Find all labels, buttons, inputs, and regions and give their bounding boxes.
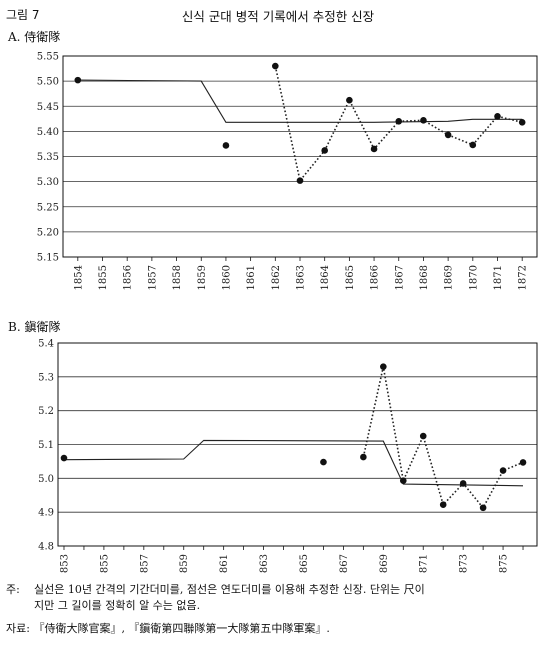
data-point bbox=[494, 113, 501, 120]
x-tick-label: 1859 bbox=[197, 265, 208, 290]
x-tick-label: 1870 bbox=[468, 265, 479, 290]
y-tick-label: 5.55 bbox=[37, 52, 59, 63]
data-point bbox=[272, 62, 279, 70]
y-tick-label: 5.1 bbox=[38, 440, 54, 451]
x-tick-label: 1871 bbox=[493, 265, 504, 290]
x-tick-label: 1873 bbox=[459, 554, 470, 574]
x-tick-label: 1863 bbox=[296, 265, 307, 290]
source-note: 자료: 『侍衛大隊官案』, 『鎭衛第四聯隊第一大隊第五中隊軍案』. bbox=[6, 622, 330, 635]
x-tick-label: 1875 bbox=[499, 554, 510, 574]
x-tick-label: 1856 bbox=[123, 265, 134, 290]
x-tick-label: 1864 bbox=[320, 265, 331, 290]
y-tick-label: 5.4 bbox=[38, 339, 54, 350]
data-point bbox=[399, 477, 407, 485]
panel-b-title: B. 鎭衛隊 bbox=[8, 320, 61, 334]
y-tick-label: 5.50 bbox=[37, 77, 59, 88]
data-point bbox=[420, 117, 427, 124]
data-point bbox=[321, 147, 328, 154]
data-point bbox=[469, 141, 477, 149]
footnote-line-1: 실선은 10년 간격의 기간더미를, 점선은 연도더미를 이용해 추정한 신장.… bbox=[34, 583, 425, 596]
data-point bbox=[380, 363, 387, 370]
y-tick-label: 5.35 bbox=[37, 152, 59, 163]
y-tick-label: 5.40 bbox=[37, 127, 59, 138]
x-tick-label: 1866 bbox=[370, 265, 381, 290]
x-tick-label: 1869 bbox=[444, 265, 455, 290]
chart-a: 5.15 5.20 5.25 5.30 5.35 5.40 5.45 5.50 5.55 1854… bbox=[37, 52, 538, 290]
data-point bbox=[360, 453, 367, 461]
x-tick-label: 1861 bbox=[219, 554, 230, 574]
data-point bbox=[439, 501, 447, 509]
x-tick-label: 1868 bbox=[419, 265, 430, 290]
x-tick-label: 1867 bbox=[339, 554, 350, 574]
data-point bbox=[296, 177, 304, 184]
x-tick-label: 1858 bbox=[172, 265, 183, 290]
x-tick-label: 1865 bbox=[345, 265, 356, 290]
data-point bbox=[419, 432, 427, 440]
solid-series-line bbox=[77, 79, 523, 123]
data-point bbox=[519, 459, 527, 466]
y-tick-label: 4.8 bbox=[38, 542, 54, 553]
x-tick-label: 1869 bbox=[379, 554, 390, 574]
figure-label: 그림 7 bbox=[6, 8, 40, 22]
x-tick-label: 1863 bbox=[259, 554, 270, 574]
x-tick-label: 1855 bbox=[98, 265, 109, 290]
data-point bbox=[499, 467, 507, 474]
data-point bbox=[479, 504, 487, 512]
y-tick-label: 5.0 bbox=[38, 474, 54, 485]
data-point bbox=[459, 480, 467, 487]
x-tick-label: 1865 bbox=[299, 554, 310, 574]
x-tick-label: 1860 bbox=[221, 265, 232, 290]
chart-b: 4.8 4.9 5.0 5.1 5.2 5.3 5.4 1853 1855 1857 1859 186… bbox=[38, 339, 538, 574]
data-point bbox=[518, 119, 526, 126]
data-point bbox=[60, 454, 68, 462]
x-tick-label: 1859 bbox=[179, 554, 190, 574]
x-tick-label: 1854 bbox=[73, 265, 84, 290]
y-tick-label: 5.15 bbox=[37, 253, 59, 264]
footnote-lead: 주: bbox=[6, 583, 20, 596]
y-tick-label: 5.3 bbox=[38, 372, 54, 383]
y-tick-label: 5.2 bbox=[38, 406, 54, 417]
x-tick-label: 1861 bbox=[246, 265, 257, 290]
x-tick-label: 1862 bbox=[271, 265, 282, 290]
data-point bbox=[370, 145, 378, 153]
panel-a-title: A. 侍衛隊 bbox=[8, 30, 61, 44]
solid-series-line bbox=[63, 439, 524, 487]
x-tick-label: 1857 bbox=[147, 265, 158, 290]
x-tick-label: 1871 bbox=[419, 554, 430, 574]
footnote: 주: 실선은 10년 간격의 기간더미를, 점선은 연도더미를 이용해 추정한 신… bbox=[6, 582, 554, 614]
data-point bbox=[222, 142, 230, 149]
data-point bbox=[320, 458, 327, 466]
data-point bbox=[346, 96, 353, 104]
y-tick-label: 5.30 bbox=[37, 177, 59, 188]
figure-title: 신식 군대 병적 기록에서 추정한 신장 bbox=[181, 9, 375, 24]
y-tick-label: 5.25 bbox=[37, 202, 59, 213]
x-tick-label: 1872 bbox=[518, 265, 529, 290]
x-tick-label: 1857 bbox=[139, 554, 150, 574]
data-point bbox=[395, 118, 403, 125]
y-tick-label: 5.20 bbox=[37, 227, 59, 238]
plot-frame bbox=[57, 342, 538, 547]
footnote-line-2: 지만 그 길이를 정확히 알 수는 없음. bbox=[34, 599, 201, 612]
dotted-series-line bbox=[362, 366, 524, 510]
x-tick-label: 1853 bbox=[59, 554, 70, 574]
data-point bbox=[74, 76, 82, 84]
y-tick-label: 4.9 bbox=[38, 508, 54, 519]
y-tick-label: 5.45 bbox=[37, 102, 59, 113]
x-tick-label: 1855 bbox=[99, 554, 110, 574]
x-tick-label: 1867 bbox=[394, 265, 405, 290]
data-point bbox=[444, 131, 452, 139]
